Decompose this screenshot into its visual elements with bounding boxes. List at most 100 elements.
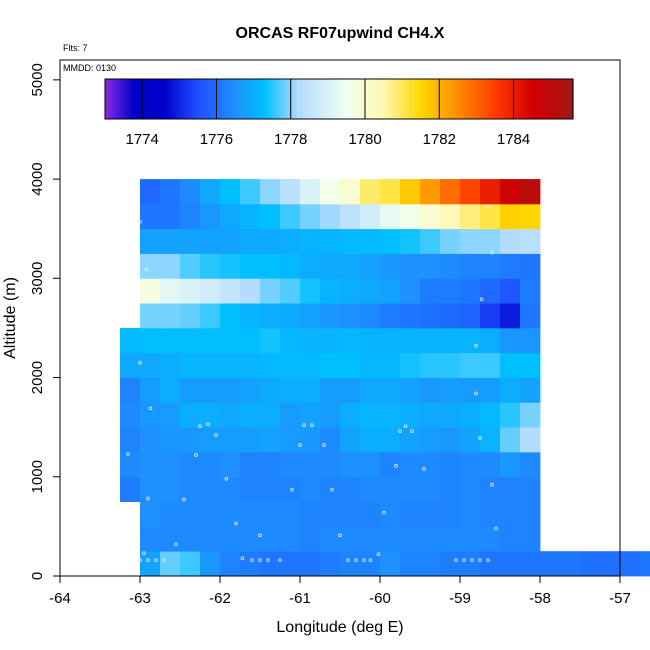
colorbar-segment [114,79,118,119]
heatmap-cell [220,402,241,428]
heatmap-cell [420,179,441,205]
heatmap-cell [380,179,401,205]
colorbar-segment [565,79,569,119]
heatmap-cell [480,327,501,354]
heatmap-cell [340,526,361,552]
heatmap-cell [400,402,421,428]
heatmap-cell [460,427,481,453]
heatmap-cell [620,551,641,577]
heatmap-cell [220,476,241,502]
heatmap-cell [340,228,361,254]
heatmap-cell [220,327,241,354]
colorbar-segment [303,79,307,119]
colorbar-segment [547,79,551,119]
x-tick-label: -60 [369,590,391,607]
heatmap-cell [240,352,261,378]
colorbar-segment [346,79,349,119]
sample-point [486,205,490,209]
heatmap-cell [400,377,421,403]
colorbar-segment [378,79,382,119]
colorbar-segment [551,79,555,119]
colorbar-segment [491,79,495,119]
heatmap-cell [280,377,301,403]
heatmap-cell [460,526,481,552]
heatmap-cell [300,253,321,279]
heatmap-cell [140,352,161,378]
heatmap-cell [440,352,461,378]
heatmap-cell [360,377,381,403]
colorbar-segment [521,79,525,119]
colorbar-segment [243,79,246,119]
heatmap-cell [300,526,321,552]
sample-point [462,558,466,562]
heatmap-cell [480,303,501,329]
colorbar-segment [212,79,216,119]
colorbar-segment [128,79,132,119]
colorbar-segment [179,79,183,119]
colorbar-segment [542,79,546,119]
heatmap-cell [300,501,321,527]
colorbar-segment [381,79,385,119]
colorbar-segment [219,79,223,119]
colorbar-segment [535,79,539,119]
colorbar-segment [282,79,286,119]
colorbar-segment [514,79,518,119]
heatmap-cell [360,253,381,279]
colorbar-segment [322,79,326,119]
sample-point [290,487,294,492]
colorbar-segment [247,79,251,119]
heatmap-cell [260,501,281,527]
heatmap-cell [460,476,481,502]
heatmap-cell [360,203,381,230]
colorbar-segment [135,79,139,119]
heatmap-cell [380,377,401,403]
colorbar-segment [175,79,179,119]
sample-point [474,343,478,348]
heatmap-cell [460,551,481,577]
heatmap-cell [340,179,361,205]
colorbar-segment [341,79,345,119]
heatmap-cell [320,278,341,304]
heatmap-cell [200,303,221,329]
heatmap-cell [220,228,241,254]
colorbar-segment [519,79,523,119]
heatmap-cell [300,451,321,478]
colorbar-segment [133,79,137,119]
heatmap-cell [640,551,650,577]
heatmap-cell [340,327,361,354]
heatmap-cell [460,303,481,329]
colorbar-segment [385,79,389,119]
sample-point [206,422,210,426]
heatmap-cell [380,427,401,453]
heatmap-cell [360,352,381,378]
x-tick-label: -62 [209,590,231,607]
heatmap-cell [220,278,241,304]
heatmap-cell [260,228,281,254]
sample-point [354,558,358,562]
colorbar-segment [144,79,148,119]
colorbar-segment [486,79,490,119]
heatmap-cell [520,327,541,354]
colorbar-segment [537,79,541,119]
y-axis-label: Altitude (m) [2,277,19,359]
heatmap-cell [120,402,141,428]
heatmap-cell [460,352,481,378]
heatmap-cell [300,427,321,453]
heatmap-cell [160,278,181,304]
heatmap-cell [440,551,461,577]
heatmap-cell [520,278,541,304]
heatmap-cell [280,303,301,329]
colorbar-segment [423,79,427,119]
heatmap-cell [400,501,421,527]
heatmap-cell [300,228,321,254]
heatmap-cell [200,327,221,354]
heatmap-cell [380,352,401,378]
heatmap-cell [300,402,321,428]
colorbar-segment [109,79,113,119]
heatmap-cell [280,327,301,354]
sample-point [410,429,414,433]
y-tick-label: 1000 [29,460,46,493]
sample-point [134,534,138,539]
heatmap-cell [440,253,461,279]
